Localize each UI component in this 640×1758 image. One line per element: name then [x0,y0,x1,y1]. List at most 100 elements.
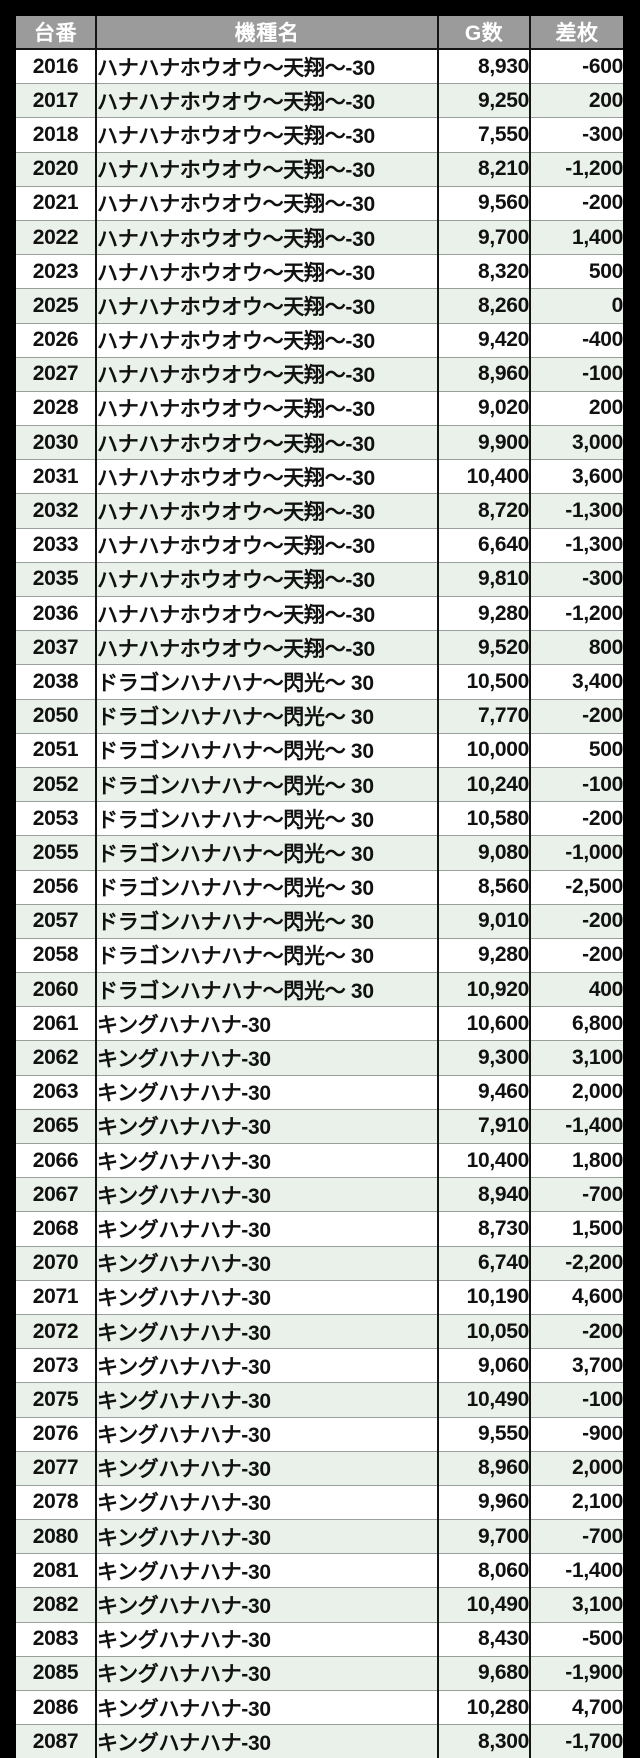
table-row: 2077 キングハナハナ-30 8,960 2,000 [16,1450,623,1486]
table-row: 2055 ドラゴンハナハナ～閃光～ 30 9,080 -1,000 [16,835,623,870]
dai-ban-cell: 2021 [16,185,96,221]
sa-mai-cell: 1,800 [529,1142,623,1178]
kishu-mei-cell: ハナハナホウオウ～天翔～-30 [95,595,438,631]
g-su-cell: 9,060 [437,1348,530,1383]
sa-mai-cell: -1,300 [529,527,623,563]
sa-mai-cell: 200 [529,390,623,426]
kishu-mei-cell: キングハナハナ-30 [95,1416,438,1452]
g-su-cell: 10,400 [437,1142,530,1178]
kishu-mei-cell: キングハナハナ-30 [95,1313,438,1349]
dai-ban-cell: 2031 [16,459,96,494]
g-su-cell: 9,960 [437,1484,530,1520]
table-row: 2085 キングハナハナ-30 9,680 -1,900 [16,1655,623,1691]
kishu-mei-cell: キングハナハナ-30 [95,1553,438,1588]
sa-mai-cell: 4,600 [529,1279,623,1315]
sa-mai-cell: -700 [529,1519,623,1554]
table-row: 2031 ハナハナホウオウ～天翔～-30 10,400 3,600 [16,459,623,494]
header-row: 台番 機種名 G数 差枚 [16,16,623,50]
dai-ban-cell: 2035 [16,561,96,597]
sa-mai-cell: -200 [529,1313,623,1349]
header-coin-diff: 差枚 [529,16,623,50]
table-row: 2026 ハナハナホウオウ～天翔～-30 9,420 -400 [16,322,623,358]
dai-ban-cell: 2033 [16,527,96,563]
kishu-mei-cell: キングハナハナ-30 [95,1177,438,1212]
g-su-cell: 8,210 [437,151,530,187]
table-row: 2038 ドラゴンハナハナ～閃光～ 30 10,500 3,400 [16,664,623,700]
g-su-cell: 9,020 [437,390,530,426]
kishu-mei-cell: ハナハナホウオウ～天翔～-30 [95,425,438,460]
table-row: 2058 ドラゴンハナハナ～閃光～ 30 9,280 -200 [16,937,623,973]
table-row: 2037 ハナハナホウオウ～天翔～-30 9,520 800 [16,630,623,665]
g-su-cell: 8,930 [437,49,530,84]
table-row: 2078 キングハナハナ-30 9,960 2,100 [16,1484,623,1520]
sa-mai-cell: -1,900 [529,1655,623,1691]
sa-mai-cell: -1,400 [529,1108,623,1144]
dai-ban-cell: 2065 [16,1108,96,1144]
kishu-mei-cell: キングハナハナ-30 [95,1450,438,1486]
sa-mai-cell: -500 [529,1621,623,1657]
dai-ban-cell: 2082 [16,1587,96,1623]
kishu-mei-cell: キングハナハナ-30 [95,1587,438,1623]
dai-ban-cell: 2017 [16,83,96,118]
machine-results-table: 台番 機種名 G数 差枚 2016 ハナハナホウオウ～天翔～-30 8,930 -60… [16,16,623,1758]
table-row: 2027 ハナハナホウオウ～天翔～-30 8,960 -100 [16,356,623,392]
table-row: 2057 ドラゴンハナハナ～閃光～ 30 9,010 -200 [16,903,623,939]
kishu-mei-cell: キングハナハナ-30 [95,1519,438,1554]
sa-mai-cell: -1,300 [529,493,623,529]
table-row: 2022 ハナハナホウオウ～天翔～-30 9,700 1,400 [16,219,623,255]
g-su-cell: 9,810 [437,561,530,597]
g-su-cell: 8,320 [437,254,530,289]
kishu-mei-cell: ハナハナホウオウ～天翔～-30 [95,630,438,665]
dai-ban-cell: 2080 [16,1519,96,1554]
sa-mai-cell: -1,700 [529,1724,623,1758]
sa-mai-cell: -700 [529,1177,623,1212]
dai-ban-cell: 2050 [16,698,96,734]
sa-mai-cell: -1,000 [529,835,623,870]
table-row: 2080 キングハナハナ-30 9,700 -700 [16,1519,623,1554]
table-row: 2061 キングハナハナ-30 10,600 6,800 [16,1006,623,1041]
kishu-mei-cell: ハナハナホウオウ～天翔～-30 [95,527,438,563]
g-su-cell: 10,600 [437,1006,530,1041]
g-su-cell: 8,730 [437,1211,530,1247]
g-su-cell: 7,910 [437,1108,530,1144]
table-row: 2030 ハナハナホウオウ～天翔～-30 9,900 3,000 [16,425,623,460]
sa-mai-cell: -900 [529,1416,623,1452]
kishu-mei-cell: ハナハナホウオウ～天翔～-30 [95,83,438,118]
sa-mai-cell: 2,000 [529,1450,623,1486]
sa-mai-cell: -600 [529,49,623,84]
sa-mai-cell: 3,600 [529,459,623,494]
table-row: 2076 キングハナハナ-30 9,550 -900 [16,1416,623,1452]
g-su-cell: 8,960 [437,1450,530,1486]
table-row: 2083 キングハナハナ-30 8,430 -500 [16,1621,623,1657]
g-su-cell: 8,560 [437,869,530,905]
table-row: 2063 キングハナハナ-30 9,460 2,000 [16,1074,623,1110]
table-header: 台番 機種名 G数 差枚 [16,16,623,50]
g-su-cell: 10,580 [437,801,530,836]
g-su-cell: 10,190 [437,1279,530,1315]
g-su-cell: 9,560 [437,185,530,221]
header-model-name: 機種名 [95,16,438,50]
g-su-cell: 7,550 [437,117,530,153]
sa-mai-cell: -200 [529,937,623,973]
g-su-cell: 8,960 [437,356,530,392]
table-row: 2018 ハナハナホウオウ～天翔～-30 7,550 -300 [16,117,623,153]
sa-mai-cell: 1,500 [529,1211,623,1247]
g-su-cell: 8,060 [437,1553,530,1588]
sa-mai-cell: 2,000 [529,1074,623,1110]
dai-ban-cell: 2056 [16,869,96,905]
table-row: 2052 ドラゴンハナハナ～閃光～ 30 10,240 -100 [16,766,623,802]
kishu-mei-cell: キングハナハナ-30 [95,1655,438,1691]
table-row: 2066 キングハナハナ-30 10,400 1,800 [16,1142,623,1178]
table-row: 2021 ハナハナホウオウ～天翔～-30 9,560 -200 [16,185,623,221]
table-row: 2072 キングハナハナ-30 10,050 -200 [16,1313,623,1349]
kishu-mei-cell: ハナハナホウオウ～天翔～-30 [95,49,438,84]
table-row: 2020 ハナハナホウオウ～天翔～-30 8,210 -1,200 [16,151,623,187]
sa-mai-cell: 3,100 [529,1587,623,1623]
dai-ban-cell: 2057 [16,903,96,939]
g-su-cell: 10,280 [437,1689,530,1725]
table-row: 2081 キングハナハナ-30 8,060 -1,400 [16,1553,623,1588]
dai-ban-cell: 2061 [16,1006,96,1041]
dai-ban-cell: 2071 [16,1279,96,1315]
dai-ban-cell: 2027 [16,356,96,392]
